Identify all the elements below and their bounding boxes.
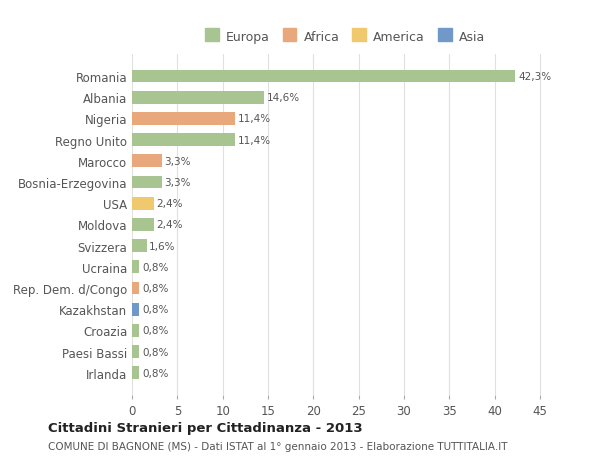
Bar — [132, 303, 139, 316]
Text: 14,6%: 14,6% — [267, 93, 300, 103]
Text: 3,3%: 3,3% — [164, 178, 191, 188]
Text: 0,8%: 0,8% — [142, 283, 169, 293]
Text: 42,3%: 42,3% — [518, 72, 551, 82]
Bar — [132, 134, 235, 147]
Bar — [132, 346, 139, 358]
Text: 0,8%: 0,8% — [142, 262, 169, 272]
Text: 0,8%: 0,8% — [142, 304, 169, 314]
Bar — [132, 71, 515, 83]
Text: 0,8%: 0,8% — [142, 368, 169, 378]
Text: 0,8%: 0,8% — [142, 326, 169, 336]
Text: 2,4%: 2,4% — [157, 220, 183, 230]
Bar — [132, 197, 154, 210]
Text: 11,4%: 11,4% — [238, 114, 271, 124]
Bar — [132, 92, 265, 104]
Bar — [132, 367, 139, 379]
Legend: Europa, Africa, America, Asia: Europa, Africa, America, Asia — [201, 28, 489, 48]
Bar — [132, 240, 146, 252]
Bar — [132, 218, 154, 231]
Bar — [132, 176, 162, 189]
Text: 1,6%: 1,6% — [149, 241, 176, 251]
Bar — [132, 282, 139, 295]
Text: 0,8%: 0,8% — [142, 347, 169, 357]
Bar — [132, 261, 139, 274]
Bar — [132, 113, 235, 125]
Bar — [132, 155, 162, 168]
Bar — [132, 325, 139, 337]
Text: COMUNE DI BAGNONE (MS) - Dati ISTAT al 1° gennaio 2013 - Elaborazione TUTTITALIA: COMUNE DI BAGNONE (MS) - Dati ISTAT al 1… — [48, 441, 508, 451]
Text: 11,4%: 11,4% — [238, 135, 271, 146]
Text: 2,4%: 2,4% — [157, 199, 183, 209]
Text: Cittadini Stranieri per Cittadinanza - 2013: Cittadini Stranieri per Cittadinanza - 2… — [48, 421, 362, 434]
Text: 3,3%: 3,3% — [164, 157, 191, 167]
